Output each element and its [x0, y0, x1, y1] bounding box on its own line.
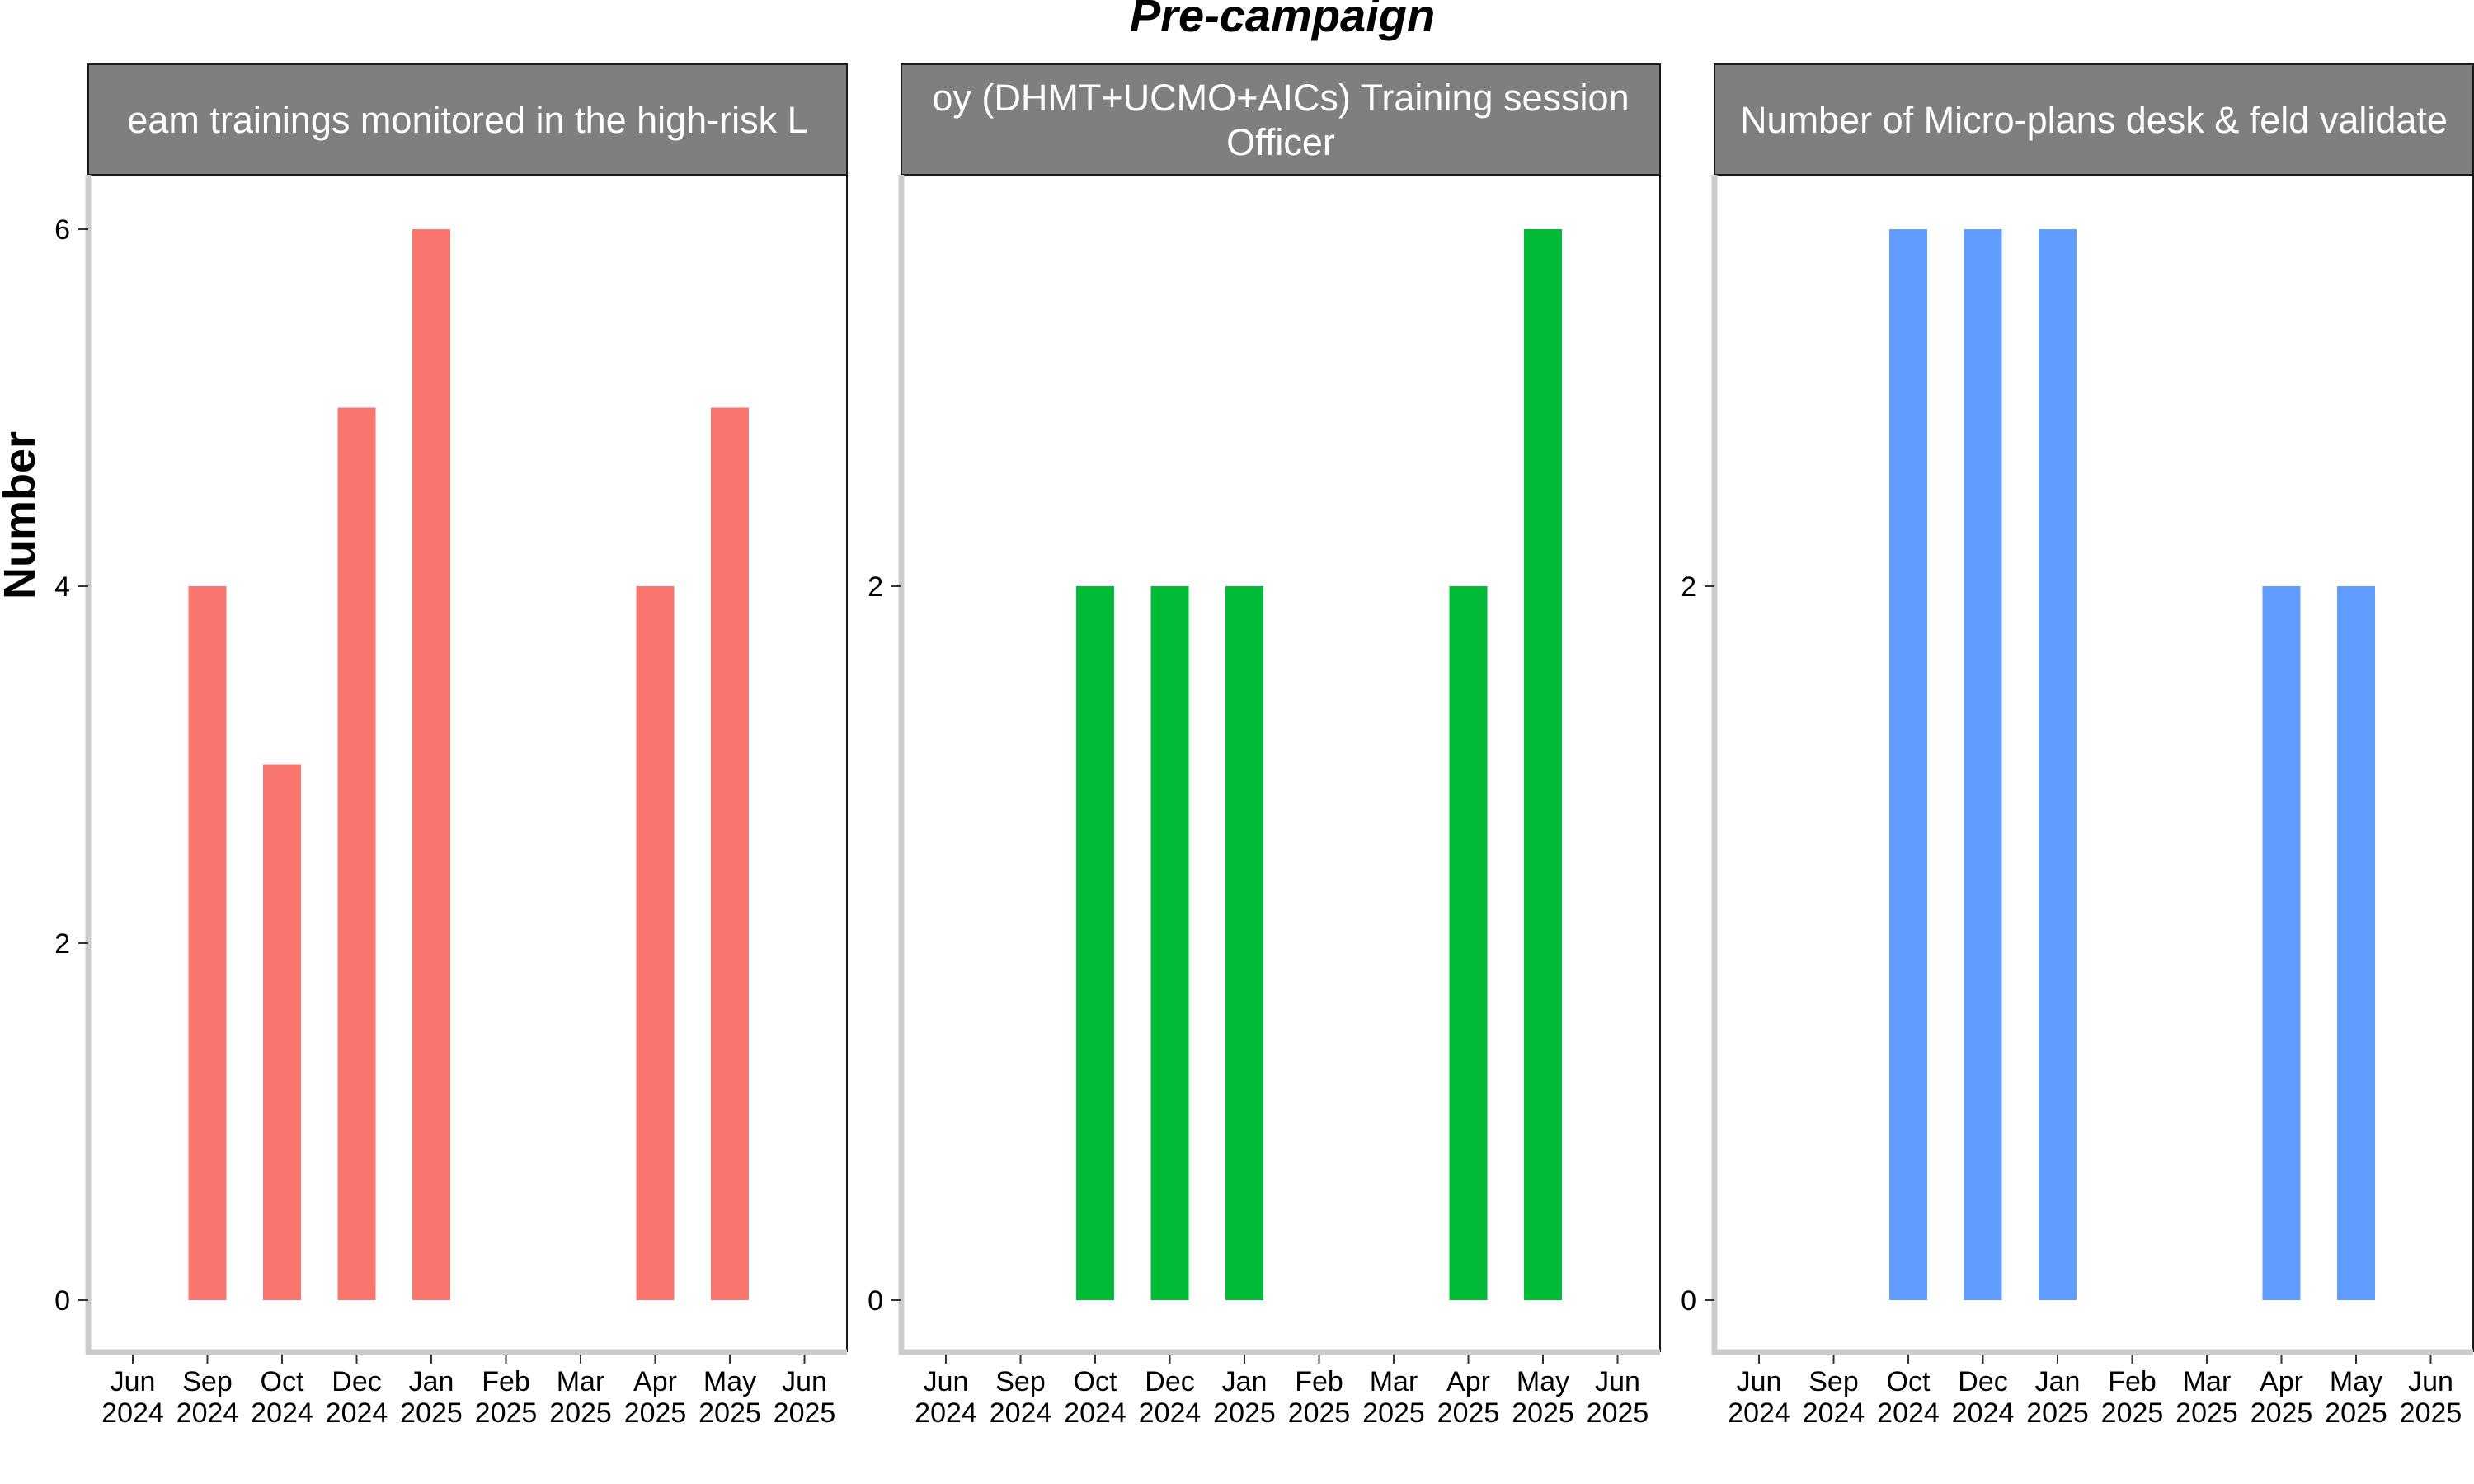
- x-tick-label: Jan 2025: [1213, 1366, 1276, 1429]
- x-tick-label: Jun 2025: [2400, 1366, 2462, 1429]
- bar: [188, 586, 227, 1300]
- x-tick-label: Sep 2024: [176, 1366, 239, 1429]
- bar: [2039, 229, 2077, 1300]
- x-tick-label: Oct 2024: [1877, 1366, 1940, 1429]
- bar: [1524, 229, 1562, 1300]
- bar: [636, 586, 675, 1300]
- panels-group: eam trainings monitored in the high-risk…: [54, 63, 2474, 1429]
- bar: [1964, 229, 2002, 1300]
- y-tick-label: 0: [868, 1285, 883, 1317]
- x-tick-label: Jun 2024: [101, 1366, 164, 1429]
- x-tick-label: Apr 2025: [1437, 1366, 1500, 1429]
- bar: [1889, 229, 1927, 1300]
- bar: [1076, 586, 1114, 1300]
- x-tick-label: Oct 2024: [1064, 1366, 1126, 1429]
- bar: [263, 764, 301, 1300]
- x-tick-label: Feb 2025: [2101, 1366, 2164, 1429]
- x-tick-label: Dec 2024: [1952, 1366, 2015, 1429]
- facet-strip: [87, 63, 848, 176]
- y-tick-label: 6: [54, 214, 70, 246]
- x-tick-label: Apr 2025: [624, 1366, 687, 1429]
- x-tick-label: Jun 2025: [1587, 1366, 1649, 1429]
- bar: [711, 407, 749, 1300]
- x-tick-label: Jun 2024: [915, 1366, 977, 1429]
- panel-3: Number of Micro-plans desk & feld valida…: [1681, 63, 2474, 1429]
- bar: [412, 229, 450, 1300]
- x-tick-label: Sep 2024: [990, 1366, 1052, 1429]
- facet-strip-label: eam trainings monitored in the high-risk…: [127, 99, 807, 141]
- facet-strip: [901, 63, 1661, 176]
- x-tick-label: Feb 2025: [1288, 1366, 1351, 1429]
- facet-strip-label: Officer: [1226, 121, 1335, 163]
- facet-strip-label: Number of Micro-plans desk & feld valida…: [1740, 99, 2448, 141]
- x-tick-label: Dec 2024: [1139, 1366, 1202, 1429]
- x-tick-label: Feb 2025: [475, 1366, 538, 1429]
- x-tick-label: Jan 2025: [2026, 1366, 2089, 1429]
- bar: [1150, 586, 1189, 1300]
- x-tick-label: Jun 2025: [774, 1366, 836, 1429]
- y-tick-label: 0: [54, 1285, 70, 1317]
- x-tick-label: Jun 2024: [1728, 1366, 1790, 1429]
- y-tick-label: 2: [1681, 571, 1696, 603]
- bar: [2262, 586, 2301, 1300]
- facet-strip-label: oy (DHMT+UCMO+AICs) Training session: [932, 77, 1629, 119]
- facet-strip: [1714, 63, 2474, 176]
- x-tick-label: May 2025: [2325, 1366, 2387, 1429]
- x-tick-label: May 2025: [698, 1366, 761, 1429]
- x-tick-label: Sep 2024: [1803, 1366, 1865, 1429]
- y-tick-label: 2: [54, 928, 70, 960]
- chart-title: Pre-campaign: [1130, 0, 1435, 41]
- bar: [1225, 586, 1263, 1300]
- x-tick-label: Jan 2025: [400, 1366, 463, 1429]
- panel-2: oy (DHMT+UCMO+AICs) Training sessionOffi…: [868, 63, 1661, 1429]
- bar: [2337, 586, 2375, 1300]
- y-tick-label: 0: [1681, 1285, 1696, 1317]
- x-tick-label: May 2025: [1512, 1366, 1574, 1429]
- x-tick-label: Apr 2025: [2251, 1366, 2313, 1429]
- panel-1: eam trainings monitored in the high-risk…: [54, 63, 848, 1429]
- x-tick-label: Mar 2025: [549, 1366, 612, 1429]
- x-tick-label: Mar 2025: [2175, 1366, 2238, 1429]
- y-axis-title: Number: [0, 431, 45, 599]
- x-tick-label: Dec 2024: [326, 1366, 388, 1429]
- y-tick-label: 2: [868, 571, 883, 603]
- x-tick-label: Mar 2025: [1362, 1366, 1425, 1429]
- x-tick-label: Oct 2024: [251, 1366, 313, 1429]
- bar: [337, 407, 376, 1300]
- y-tick-label: 4: [54, 571, 70, 603]
- bar: [1449, 586, 1488, 1300]
